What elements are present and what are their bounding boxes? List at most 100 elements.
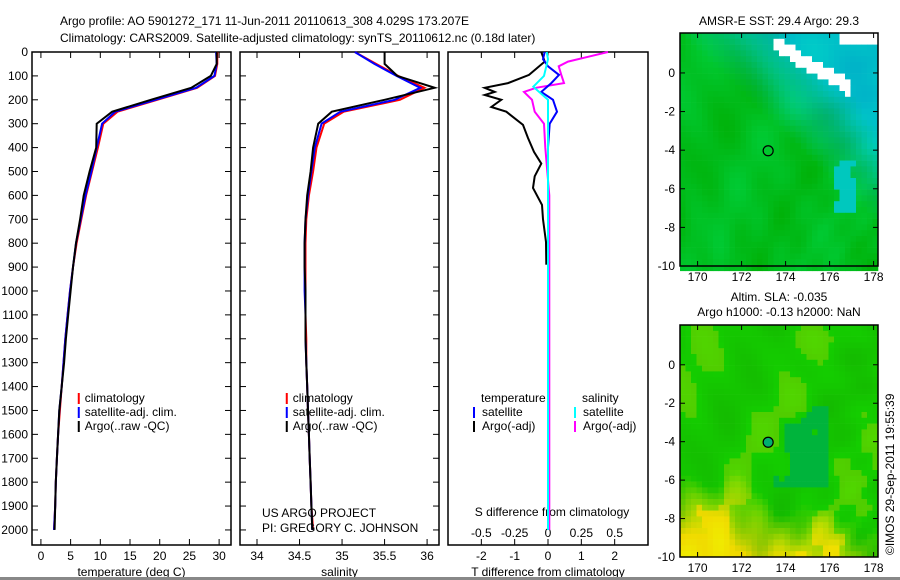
map-cell — [707, 85, 714, 92]
map-cell — [812, 224, 818, 231]
map-cell — [685, 33, 692, 40]
map-cell — [817, 131, 824, 138]
map-cell — [768, 201, 774, 208]
map-cell — [784, 67, 791, 74]
map-cell — [839, 172, 846, 179]
map-cell — [773, 120, 780, 127]
map-cell — [872, 195, 879, 202]
map-cell — [834, 212, 840, 219]
map-cell — [845, 120, 851, 127]
map-cell — [795, 499, 802, 506]
map-cell — [828, 510, 835, 517]
map-cell — [691, 528, 697, 535]
map-cell — [856, 487, 862, 494]
map-cell — [757, 551, 763, 558]
map-cell — [729, 50, 736, 57]
map-cell — [861, 348, 868, 355]
map-cell — [729, 417, 736, 424]
map-cell — [707, 50, 714, 57]
map-cell — [828, 470, 835, 477]
map-cell — [773, 73, 780, 80]
map-cell — [856, 423, 862, 430]
map-cell — [872, 207, 879, 214]
map-cell — [806, 102, 813, 109]
map-cell — [696, 38, 703, 45]
map-cell — [828, 336, 835, 343]
map-cell — [718, 212, 725, 219]
map-cell — [691, 348, 697, 355]
map-cell — [702, 253, 708, 260]
map-cell — [724, 38, 730, 45]
map-cell — [839, 143, 846, 150]
map-cell — [691, 354, 697, 361]
legend-header-temperature: temperature — [481, 391, 546, 405]
map-cell — [779, 383, 785, 390]
map-cell — [691, 125, 697, 132]
map-cell — [867, 464, 873, 471]
map-cell — [872, 201, 879, 208]
map-cell — [817, 195, 824, 202]
map-cell — [685, 539, 692, 546]
map-cell — [779, 143, 785, 150]
map-cell — [751, 545, 758, 552]
map-cell — [806, 131, 813, 138]
map-cell — [823, 253, 829, 260]
map-cell — [702, 481, 708, 488]
map-cell — [790, 348, 796, 355]
map-cell — [718, 102, 725, 109]
map-cell — [834, 325, 840, 332]
map-cell — [691, 487, 697, 494]
map-cell — [735, 50, 741, 57]
map-cell — [823, 493, 829, 500]
map-cell — [746, 91, 752, 98]
map-cell — [795, 201, 802, 208]
map-cell — [707, 120, 714, 127]
map-cell — [779, 56, 785, 63]
series-line-t-argo-adj- — [481, 51, 548, 265]
map-cell — [856, 371, 862, 378]
map-cell — [856, 458, 862, 465]
map-cell — [696, 330, 703, 337]
map-cell — [702, 417, 708, 424]
map-cell — [696, 452, 703, 459]
map-cell — [762, 504, 769, 511]
map-cell — [850, 394, 857, 401]
map-cell — [795, 475, 802, 482]
map-cell — [845, 212, 851, 219]
map-cell — [812, 417, 818, 424]
map-cell — [784, 120, 791, 127]
map-cell — [724, 73, 730, 80]
map-cell — [773, 265, 780, 272]
map-cell — [702, 464, 708, 471]
map-cell — [839, 38, 846, 45]
map-cell — [773, 539, 780, 546]
map-cell — [872, 154, 879, 161]
map-cell — [757, 62, 763, 69]
map-cell — [735, 131, 741, 138]
map-cell — [707, 423, 714, 430]
map-cell — [691, 91, 697, 98]
map-cell — [861, 551, 868, 558]
map-cell — [729, 218, 736, 225]
map-cell — [850, 79, 857, 86]
map-cell — [856, 253, 862, 260]
map-cell — [757, 406, 763, 413]
map-cell — [685, 178, 692, 185]
map-cell — [713, 172, 719, 179]
map-cell — [757, 207, 763, 214]
map-cell — [806, 178, 813, 185]
map-cell — [729, 336, 736, 343]
map-cell — [790, 201, 796, 208]
map-cell — [729, 481, 736, 488]
map-cell — [817, 33, 824, 40]
map-cell — [867, 528, 873, 535]
map-cell — [856, 336, 862, 343]
map-cell — [746, 528, 752, 535]
x-axis-label: temperature (deg C) — [77, 565, 185, 577]
map-cell — [779, 178, 785, 185]
map-cell — [812, 212, 818, 219]
map-cell — [828, 73, 835, 80]
map-cell — [806, 91, 813, 98]
map-cell — [779, 522, 785, 529]
map-cell — [795, 33, 802, 40]
